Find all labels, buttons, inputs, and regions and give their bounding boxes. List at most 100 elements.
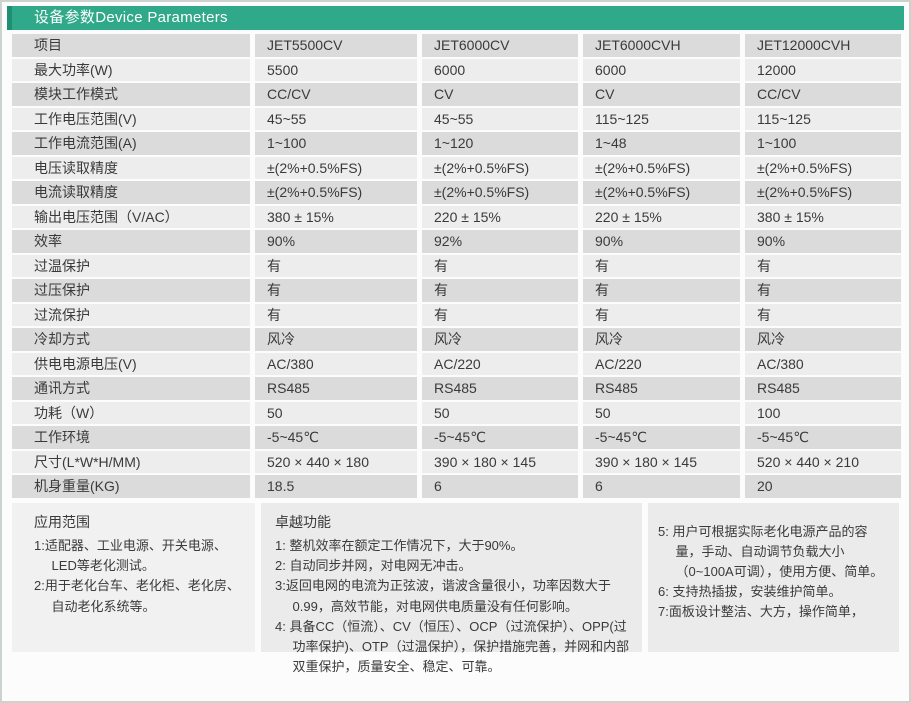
param-value-cell: 6 bbox=[583, 475, 740, 498]
param-label-cell: 过流保护 bbox=[12, 303, 250, 326]
table-header-cell: JET6000CV bbox=[422, 34, 578, 57]
param-value-cell: 1~100 bbox=[745, 132, 901, 155]
table-row: 输出电压范围（V/AC） 380 ± 15% 220 ± 15% 220 ± 1… bbox=[12, 205, 901, 228]
param-value-cell: ±(2%+0.5%FS) bbox=[255, 181, 417, 204]
param-value-cell: 风冷 bbox=[583, 328, 740, 351]
param-value-cell: AC/220 bbox=[583, 352, 740, 375]
param-value-cell: 1~100 bbox=[255, 132, 417, 155]
param-value-cell: ±(2%+0.5%FS) bbox=[583, 156, 740, 179]
table-row: 机身重量(KG) 18.5 6 6 20 bbox=[12, 475, 901, 498]
param-label-cell: 工作环境 bbox=[12, 426, 250, 449]
table-header-cell: 项目 bbox=[12, 34, 250, 57]
feature-item: 3:返回电网的电流为正弦波，谐波含量很小，功率因数大于 0.99，高效节能，对电… bbox=[275, 578, 611, 614]
param-value-cell: 6000 bbox=[583, 58, 740, 81]
param-value-cell: 90% bbox=[255, 230, 417, 253]
param-value-cell: ±(2%+0.5%FS) bbox=[255, 156, 417, 179]
feature-item: 2: 自动同步并网，对电网无冲击。 bbox=[275, 558, 472, 574]
param-value-cell: 有 bbox=[422, 303, 578, 326]
table-row: 过流保护 有 有 有 有 bbox=[12, 303, 901, 326]
param-value-cell: 有 bbox=[255, 254, 417, 277]
param-value-cell: 6 bbox=[422, 475, 578, 498]
application-scope-item: 2:用于老化台车、老化柜、老化房、自动老化系统等。 bbox=[34, 578, 240, 614]
feature-item: 5: 用户可根据实际老化电源产品的容量，手动、自动调节负载大小（0~100A可调… bbox=[658, 523, 884, 579]
param-value-cell: 380 ± 15% bbox=[255, 205, 417, 228]
param-value-cell: 90% bbox=[583, 230, 740, 253]
param-value-cell: 6000 bbox=[422, 58, 578, 81]
param-value-cell: 115~125 bbox=[745, 107, 901, 130]
table-row: 工作环境 -5~45℃ -5~45℃ -5~45℃ -5~45℃ bbox=[12, 426, 901, 449]
feature-item: 6: 支持热插拔，安装维护简单。 bbox=[658, 583, 842, 599]
param-value-cell: 45~55 bbox=[422, 107, 578, 130]
param-value-cell: 520 × 440 × 210 bbox=[745, 450, 901, 473]
param-value-cell: 风冷 bbox=[255, 328, 417, 351]
features-title: 卓越功能 bbox=[275, 513, 331, 530]
param-value-cell: 有 bbox=[745, 279, 901, 302]
param-label-cell: 工作电压范围(V) bbox=[12, 107, 250, 130]
application-scope-item: 1:适配器、工业电源、开关电源、LED等老化测试。 bbox=[34, 538, 227, 574]
param-value-cell: ±(2%+0.5%FS) bbox=[422, 181, 578, 204]
page-title: 设备参数Device Parameters bbox=[34, 9, 228, 26]
param-value-cell: AC/380 bbox=[255, 352, 417, 375]
application-scope-title: 应用范围 bbox=[34, 513, 90, 530]
table-row: 冷却方式 风冷 风冷 风冷 风冷 bbox=[12, 328, 901, 351]
param-value-cell: 有 bbox=[255, 279, 417, 302]
table-row: 功耗（W） 50 50 50 100 bbox=[12, 401, 901, 424]
table-row: 工作电流范围(A) 1~100 1~120 1~48 1~100 bbox=[12, 132, 901, 155]
param-value-cell: 220 ± 15% bbox=[422, 205, 578, 228]
section-title-bar: 设备参数Device Parameters bbox=[7, 6, 904, 30]
param-value-cell: 50 bbox=[583, 401, 740, 424]
param-label-cell: 尺寸(L*W*H/MM) bbox=[12, 450, 250, 473]
table-row: 通讯方式 RS485 RS485 RS485 RS485 bbox=[12, 377, 901, 400]
param-value-cell: 380 ± 15% bbox=[745, 205, 901, 228]
param-value-cell: 有 bbox=[422, 254, 578, 277]
param-label-cell: 过温保护 bbox=[12, 254, 250, 277]
param-value-cell: -5~45℃ bbox=[255, 426, 417, 449]
param-value-cell: 50 bbox=[255, 401, 417, 424]
param-value-cell: 有 bbox=[583, 303, 740, 326]
param-label-cell: 冷却方式 bbox=[12, 328, 250, 351]
param-value-cell: 45~55 bbox=[255, 107, 417, 130]
param-label-cell: 电流读取精度 bbox=[12, 181, 250, 204]
param-value-cell: 18.5 bbox=[255, 475, 417, 498]
param-value-cell: ±(2%+0.5%FS) bbox=[745, 156, 901, 179]
param-value-cell: 有 bbox=[583, 254, 740, 277]
param-value-cell: 100 bbox=[745, 401, 901, 424]
param-value-cell: CC/CV bbox=[745, 83, 901, 106]
table-row: 过压保护 有 有 有 有 bbox=[12, 279, 901, 302]
table-row: 尺寸(L*W*H/MM) 520 × 440 × 180 390 × 180 ×… bbox=[12, 450, 901, 473]
footer-notes: 应用范围 1:适配器、工业电源、开关电源、LED等老化测试。 2:用于老化台车、… bbox=[12, 502, 899, 674]
param-value-cell: RS485 bbox=[255, 377, 417, 400]
param-value-cell: 115~125 bbox=[583, 107, 740, 130]
param-value-cell: 12000 bbox=[745, 58, 901, 81]
table-header-cell: JET6000CVH bbox=[583, 34, 740, 57]
table-row: 工作电压范围(V) 45~55 45~55 115~125 115~125 bbox=[12, 107, 901, 130]
param-value-cell: -5~45℃ bbox=[422, 426, 578, 449]
param-value-cell: 有 bbox=[255, 303, 417, 326]
param-value-cell: ±(2%+0.5%FS) bbox=[422, 156, 578, 179]
table-header-cell: JET5500CV bbox=[255, 34, 417, 57]
param-value-cell: 220 ± 15% bbox=[583, 205, 740, 228]
param-label-cell: 过压保护 bbox=[12, 279, 250, 302]
table-header-row: 项目 JET5500CV JET6000CV JET6000CVH JET120… bbox=[12, 34, 901, 57]
param-label-cell: 效率 bbox=[12, 230, 250, 253]
param-value-cell: ±(2%+0.5%FS) bbox=[583, 181, 740, 204]
param-label-cell: 最大功率(W) bbox=[12, 58, 250, 81]
param-value-cell: 92% bbox=[422, 230, 578, 253]
table-row: 效率 90% 92% 90% 90% bbox=[12, 230, 901, 253]
param-value-cell: 90% bbox=[745, 230, 901, 253]
table-header-cell: JET12000CVH bbox=[745, 34, 901, 57]
param-value-cell: 有 bbox=[422, 279, 578, 302]
param-value-cell: RS485 bbox=[422, 377, 578, 400]
features-block: 卓越功能 1: 整机效率在额定工作情况下，大于90%。 2: 自动同步并网，对电… bbox=[261, 502, 642, 674]
param-value-cell: 390 × 180 × 145 bbox=[583, 450, 740, 473]
param-label-cell: 供电电源电压(V) bbox=[12, 352, 250, 375]
table-row: 电流读取精度 ±(2%+0.5%FS) ±(2%+0.5%FS) ±(2%+0.… bbox=[12, 181, 901, 204]
param-label-cell: 功耗（W） bbox=[12, 401, 250, 424]
param-table: 项目 JET5500CV JET6000CV JET6000CVH JET120… bbox=[7, 32, 906, 500]
param-label-cell: 通讯方式 bbox=[12, 377, 250, 400]
param-value-cell: -5~45℃ bbox=[583, 426, 740, 449]
param-value-cell: ±(2%+0.5%FS) bbox=[745, 181, 901, 204]
param-value-cell: 1~120 bbox=[422, 132, 578, 155]
param-value-cell: CV bbox=[422, 83, 578, 106]
